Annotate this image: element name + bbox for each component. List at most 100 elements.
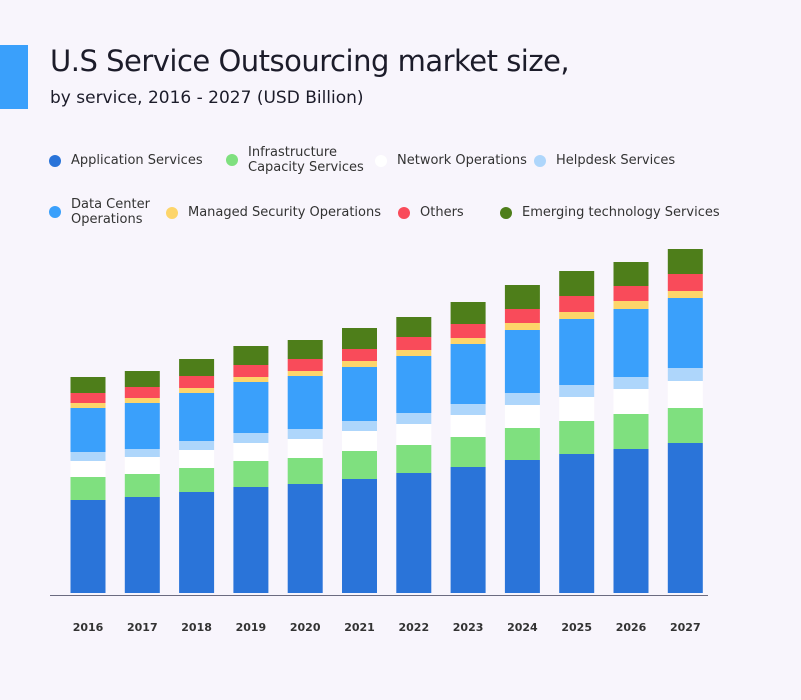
legend-dot xyxy=(49,206,61,218)
bar-segment-2027-6 xyxy=(667,274,703,291)
bar-segment-2016-7 xyxy=(70,377,106,393)
legend-dot xyxy=(375,154,387,167)
bar-segment-2025-0 xyxy=(559,454,595,593)
bar-segment-2025-3 xyxy=(559,385,595,397)
bar-segment-2018-3 xyxy=(179,441,215,450)
bar-segment-2020-0 xyxy=(287,484,323,593)
bar-segment-2019-4 xyxy=(233,382,269,433)
legend-label: Network Operations xyxy=(397,153,527,168)
legend-dot xyxy=(534,154,546,167)
bar-segment-2023-7 xyxy=(450,302,486,324)
bar-segment-2027-7 xyxy=(667,249,703,274)
legend-label: Helpdesk Services xyxy=(556,153,676,168)
bar-segment-2021-7 xyxy=(342,328,377,349)
bar-segment-2017-7 xyxy=(124,371,160,387)
legend-item: Emerging technology Services xyxy=(500,205,720,220)
bar-segment-2025-5 xyxy=(559,312,595,319)
legend-item: Application Services xyxy=(49,153,203,168)
bar-segment-2024-0 xyxy=(504,460,540,593)
bar-segment-2023-6 xyxy=(450,324,486,338)
bar-segment-2026-6 xyxy=(613,286,649,301)
bar-segment-2019-6 xyxy=(233,365,269,377)
x-tick-label: 2019 xyxy=(236,621,267,634)
bar-segment-2017-6 xyxy=(124,387,160,398)
bar-segment-2024-4 xyxy=(504,330,540,393)
bar-segment-2024-7 xyxy=(504,285,540,309)
x-tick-label: 2021 xyxy=(344,621,375,634)
bar-segment-2018-4 xyxy=(179,393,215,441)
bar-segment-2026-3 xyxy=(613,377,649,389)
bar-segment-2025-2 xyxy=(559,397,595,421)
bar-segment-2018-2 xyxy=(179,450,215,468)
legend-dot xyxy=(398,206,410,219)
bar-segment-2022-0 xyxy=(396,473,432,593)
bar-segment-2018-5 xyxy=(179,388,215,393)
bar-segment-2018-0 xyxy=(179,492,215,593)
bar-segment-2016-3 xyxy=(70,452,106,461)
legend-item: Others xyxy=(398,205,464,220)
bar-segment-2022-7 xyxy=(396,317,432,337)
legend-label: Data Center Operations xyxy=(71,197,150,227)
bar-segment-2022-4 xyxy=(396,356,432,413)
bar-segment-2020-7 xyxy=(287,340,323,359)
bar-segment-2019-1 xyxy=(233,461,269,487)
bar-segment-2026-2 xyxy=(613,389,649,414)
bar-segment-2020-4 xyxy=(287,376,323,429)
bar-segment-2025-4 xyxy=(559,319,595,385)
bar-segment-2019-7 xyxy=(233,346,269,365)
bar-segment-2022-2 xyxy=(396,424,432,445)
bar-segment-2026-1 xyxy=(613,414,649,449)
bar-segment-2024-5 xyxy=(504,323,540,330)
bar-segment-2026-4 xyxy=(613,309,649,377)
bar-segment-2019-2 xyxy=(233,443,269,461)
bar-segment-2017-3 xyxy=(124,449,160,457)
bar-segment-2016-5 xyxy=(70,403,106,408)
bar-segment-2018-6 xyxy=(179,376,215,388)
bar-segment-2020-6 xyxy=(287,359,323,371)
accent-bar xyxy=(0,45,28,109)
bar-segment-2025-7 xyxy=(559,271,595,296)
bar-segment-2016-2 xyxy=(70,461,106,477)
legend-item: Network Operations xyxy=(375,153,527,168)
bar-segment-2016-6 xyxy=(70,393,106,403)
legend-label: Application Services xyxy=(71,153,203,168)
bar-segment-2021-4 xyxy=(342,367,377,421)
bar-segment-2023-1 xyxy=(450,437,486,467)
x-tick-label: 2020 xyxy=(290,621,321,634)
bar-segment-2021-3 xyxy=(342,421,377,431)
bar-segment-2023-4 xyxy=(450,344,486,404)
bar-segment-2027-5 xyxy=(667,291,703,298)
bar-segment-2022-5 xyxy=(396,350,432,356)
legend-item: Helpdesk Services xyxy=(534,153,675,168)
bar-segment-2024-2 xyxy=(504,405,540,428)
bar-segment-2027-4 xyxy=(667,298,703,368)
bar-segment-2018-1 xyxy=(179,468,215,492)
bar-segment-2026-0 xyxy=(613,449,649,593)
bar-segment-2024-6 xyxy=(504,309,540,323)
legend-label: Others xyxy=(420,205,464,220)
bar-segment-2019-0 xyxy=(233,487,269,593)
bar-segment-2020-2 xyxy=(287,439,323,458)
x-tick-label: 2024 xyxy=(507,621,538,634)
bar-segment-2024-1 xyxy=(504,428,540,460)
legend-label: Emerging technology Services xyxy=(522,205,720,220)
x-tick-label: 2022 xyxy=(398,621,429,634)
bar-segment-2021-1 xyxy=(342,451,377,479)
x-tick-label: 2017 xyxy=(127,621,158,634)
bar-segment-2020-3 xyxy=(287,429,323,439)
x-tick-label: 2016 xyxy=(73,621,104,634)
legend-item: Infrastructure Capacity Services xyxy=(226,145,364,175)
bar-segment-2019-3 xyxy=(233,433,269,443)
bar-segment-2017-2 xyxy=(124,457,160,474)
legend-dot xyxy=(166,206,178,219)
bar-segment-2021-2 xyxy=(342,431,377,451)
chart-title: U.S Service Outsourcing market size, xyxy=(50,44,570,78)
bar-segment-2017-0 xyxy=(124,497,160,593)
bar-segment-2022-1 xyxy=(396,445,432,473)
x-tick-label: 2025 xyxy=(561,621,592,634)
bar-segment-2022-3 xyxy=(396,413,432,424)
bar-segment-2017-1 xyxy=(124,474,160,497)
bar-segment-2026-7 xyxy=(613,262,649,286)
